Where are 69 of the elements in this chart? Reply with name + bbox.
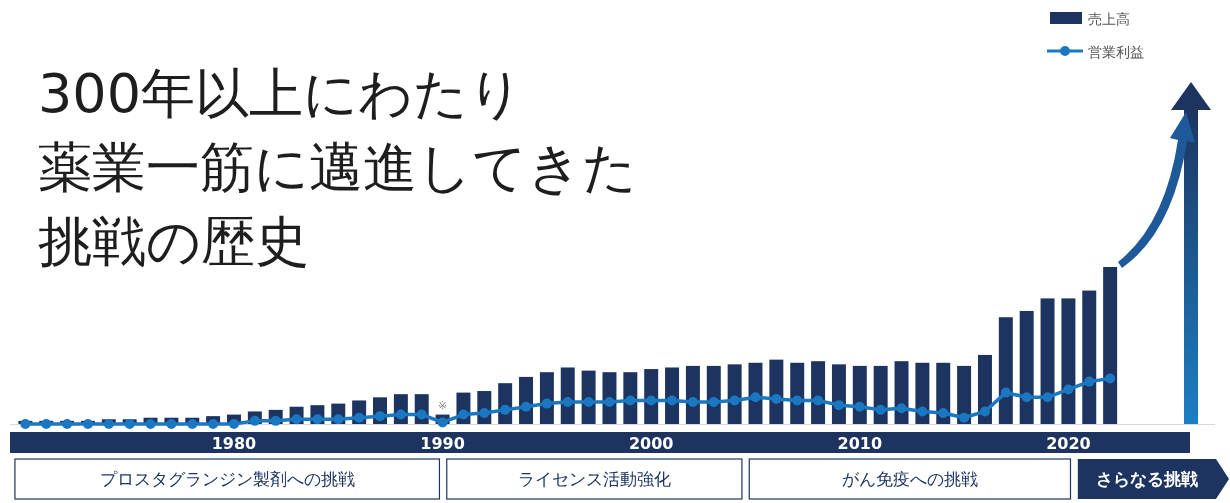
bar xyxy=(1082,290,1097,424)
point xyxy=(1042,392,1053,403)
point xyxy=(562,397,573,408)
point xyxy=(813,395,824,406)
point xyxy=(124,419,135,429)
bar xyxy=(936,362,951,424)
point xyxy=(979,406,990,417)
bar xyxy=(1061,298,1076,424)
point xyxy=(833,400,844,411)
point xyxy=(708,397,719,408)
point xyxy=(208,419,219,429)
point xyxy=(896,403,907,414)
point xyxy=(771,393,782,404)
point xyxy=(729,395,740,406)
point xyxy=(1063,384,1074,395)
x-tick-label: 2010 xyxy=(837,433,883,453)
bar xyxy=(1019,310,1034,424)
text: ライセンス活動強化 xyxy=(517,469,671,489)
point xyxy=(103,419,114,429)
annotation: ※ xyxy=(437,398,448,412)
point xyxy=(20,419,31,429)
point xyxy=(583,397,594,408)
point xyxy=(687,397,698,408)
text: さらなる挑戦 xyxy=(1095,469,1198,489)
point xyxy=(479,408,490,419)
point xyxy=(62,419,73,429)
point xyxy=(792,395,803,406)
point xyxy=(166,419,177,429)
point xyxy=(228,419,239,429)
text: がん免疫への挑戦 xyxy=(841,469,978,489)
point xyxy=(145,419,156,429)
point xyxy=(270,415,281,426)
point xyxy=(938,408,949,419)
point xyxy=(500,404,511,415)
point xyxy=(667,395,678,406)
point xyxy=(1084,376,1095,387)
point xyxy=(41,419,52,429)
point xyxy=(625,395,636,406)
point xyxy=(437,417,448,428)
point xyxy=(1000,387,1011,398)
x-tick-label: 2020 xyxy=(1046,433,1091,453)
legend-label: 売上高 xyxy=(1088,11,1130,27)
point xyxy=(249,415,260,426)
point xyxy=(875,404,886,415)
point xyxy=(375,411,385,422)
x-tick-label: 2000 xyxy=(628,433,674,453)
bar xyxy=(915,362,930,424)
bar xyxy=(1040,298,1055,424)
x-tick-label: 1980 xyxy=(211,433,257,453)
x-tick-label: 1990 xyxy=(420,433,465,453)
point xyxy=(1105,373,1116,384)
point xyxy=(333,414,344,425)
point xyxy=(187,419,198,429)
point xyxy=(854,401,865,412)
point xyxy=(959,412,970,423)
point xyxy=(541,398,552,409)
point xyxy=(646,395,657,406)
point xyxy=(750,392,761,403)
text: プロスタグランジン製剤への挑戦 xyxy=(99,469,355,489)
bar xyxy=(998,317,1013,424)
point xyxy=(604,397,615,408)
point xyxy=(521,401,532,412)
bar xyxy=(1103,267,1118,424)
legend-label: 営業利益 xyxy=(1088,44,1144,60)
point xyxy=(917,406,928,417)
chart-title: 300年以上にわたり薬業一筋に邁進してきた挑戦の歴史 xyxy=(38,62,637,273)
point xyxy=(1021,392,1032,403)
point xyxy=(82,419,93,429)
point xyxy=(458,409,469,420)
